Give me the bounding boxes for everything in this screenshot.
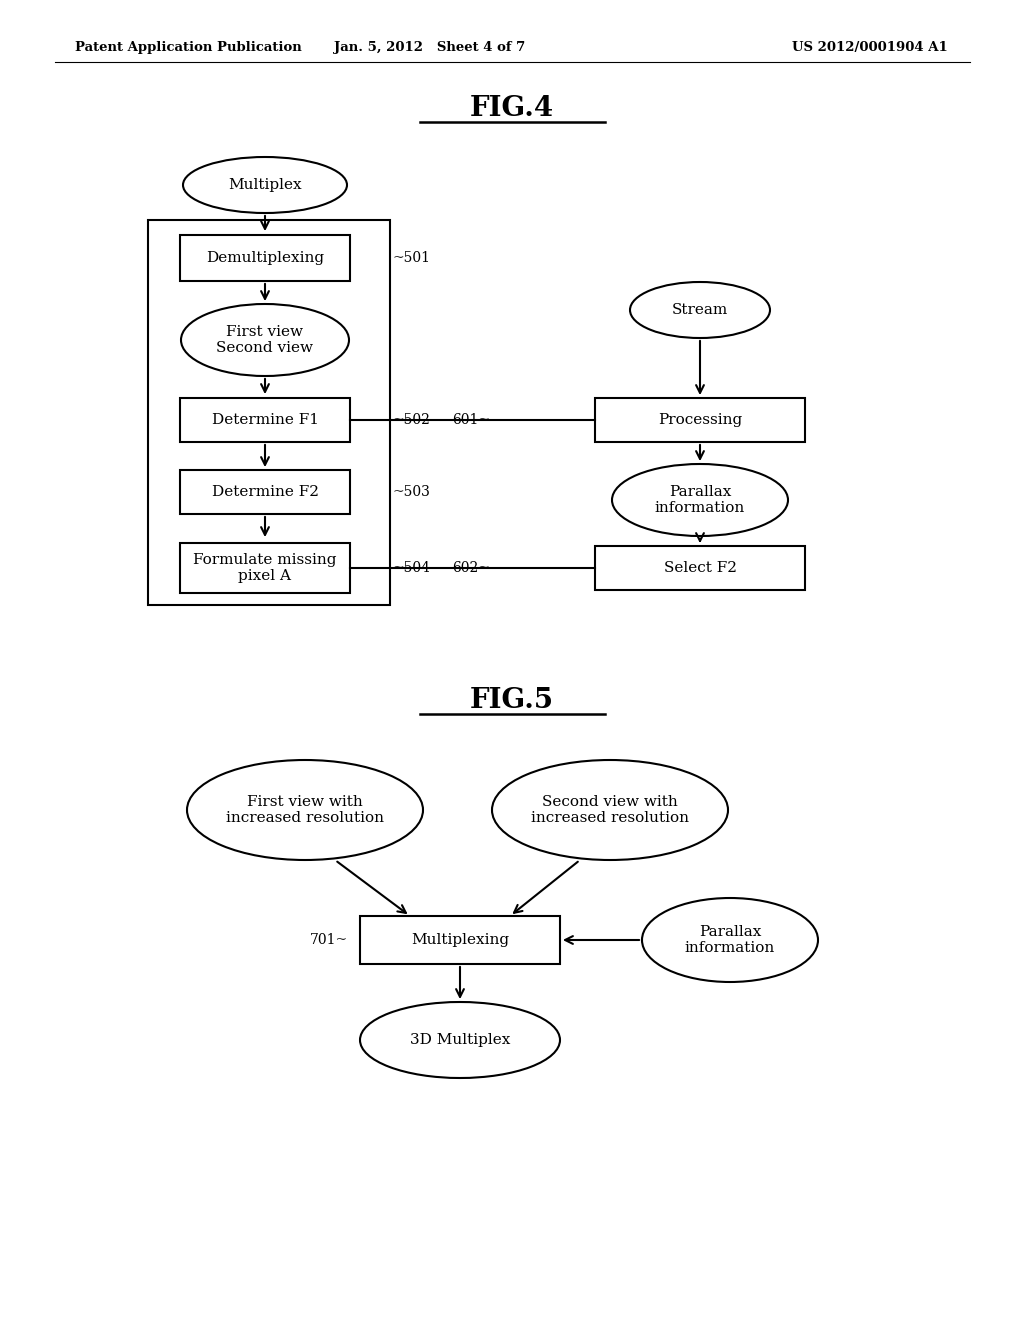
Bar	[180, 543, 350, 593]
Bar	[360, 916, 560, 964]
Text: First view with
increased resolution: First view with increased resolution	[226, 795, 384, 825]
Text: ~504: ~504	[392, 561, 430, 576]
Text: Jan. 5, 2012   Sheet 4 of 7: Jan. 5, 2012 Sheet 4 of 7	[335, 41, 525, 54]
Text: FIG.4: FIG.4	[470, 95, 554, 121]
Text: Second view with
increased resolution: Second view with increased resolution	[531, 795, 689, 825]
Text: Demultiplexing: Demultiplexing	[206, 251, 324, 265]
Bar	[595, 546, 805, 590]
Bar	[595, 399, 805, 442]
Text: US 2012/0001904 A1: US 2012/0001904 A1	[793, 41, 948, 54]
Text: Formulate missing
pixel A: Formulate missing pixel A	[194, 553, 337, 583]
Text: FIG.5: FIG.5	[470, 686, 554, 714]
Text: Multiplexing: Multiplexing	[411, 933, 509, 946]
Text: Determine F1: Determine F1	[212, 413, 318, 426]
Text: 3D Multiplex: 3D Multiplex	[410, 1034, 510, 1047]
Bar	[180, 399, 350, 442]
Text: ~501: ~501	[392, 251, 430, 265]
Bar	[148, 220, 390, 605]
Text: 602~: 602~	[453, 561, 490, 576]
Text: Select F2: Select F2	[664, 561, 736, 576]
Bar	[180, 235, 350, 281]
Text: Parallax
information: Parallax information	[655, 484, 745, 515]
Text: Determine F2: Determine F2	[212, 484, 318, 499]
Text: Parallax
information: Parallax information	[685, 925, 775, 956]
Text: 701~: 701~	[310, 933, 348, 946]
Text: ~502: ~502	[392, 413, 430, 426]
Bar	[180, 470, 350, 513]
Text: Multiplex: Multiplex	[228, 178, 302, 191]
Text: Patent Application Publication: Patent Application Publication	[75, 41, 302, 54]
Text: 601~: 601~	[452, 413, 490, 426]
Text: Processing: Processing	[657, 413, 742, 426]
Text: First view
Second view: First view Second view	[216, 325, 313, 355]
Text: ~503: ~503	[392, 484, 430, 499]
Text: Stream: Stream	[672, 304, 728, 317]
